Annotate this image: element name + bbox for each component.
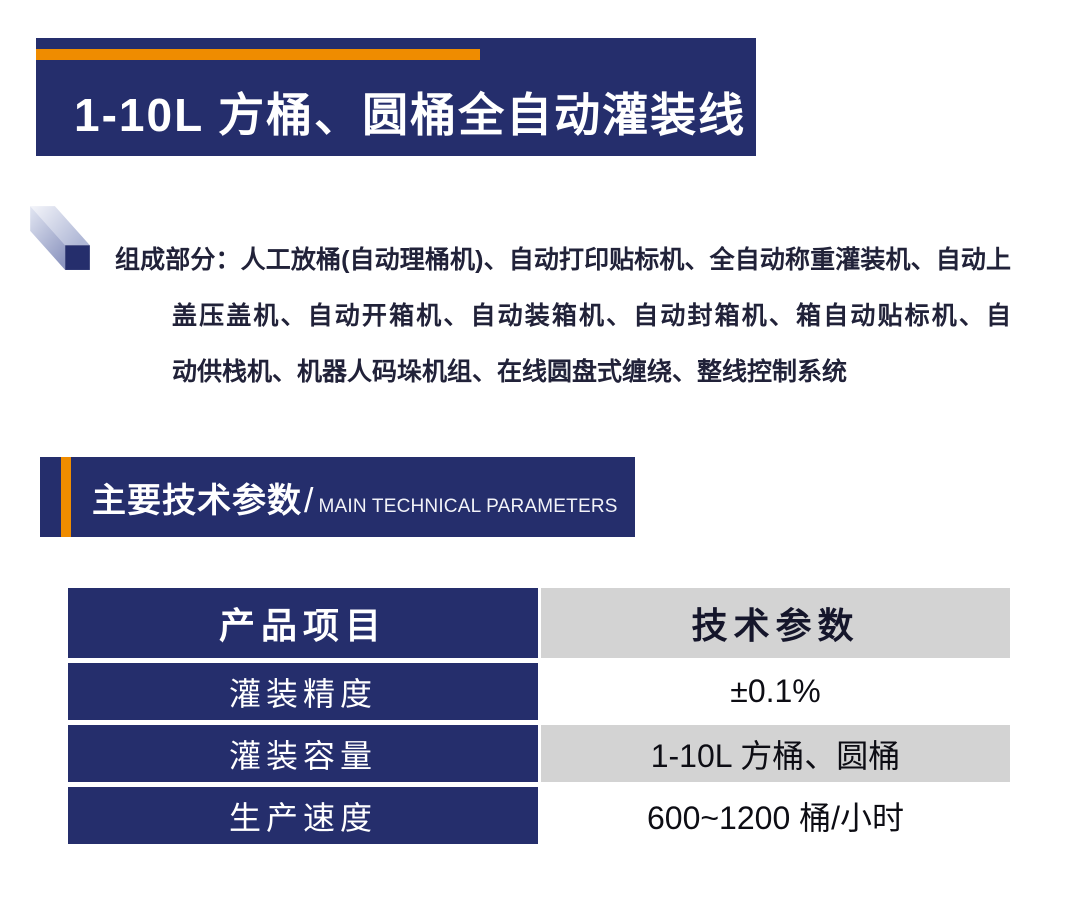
table-row-3-item: 生产速度 bbox=[68, 787, 538, 844]
section-header-bar: 主要技术参数 / MAIN TECHNICAL PARAMETERS bbox=[40, 457, 635, 537]
table-row-3-value: 600~1200 桶/小时 bbox=[541, 787, 1010, 844]
parameters-table: 产品项目 技术参数 灌装精度 ±0.1% 灌装容量 1-10L 方桶、圆桶 生产… bbox=[68, 588, 1010, 844]
composition-line-3: 动供栈机、机器人码垛机组、在线圆盘式缠绕、整线控制系统 bbox=[172, 358, 848, 386]
composition-line-2: 盖压盖机、自动开箱机、自动装箱机、自动封箱机、箱自动贴标机、自 bbox=[172, 302, 1011, 330]
composition-paragraph: 组成部分：人工放桶(自动理桶机)、自动打印贴标机、全自动称重灌装机、自动上 盖压… bbox=[115, 232, 1011, 400]
table-header-value: 技术参数 bbox=[541, 588, 1010, 658]
table-row-1-item: 灌装精度 bbox=[68, 663, 538, 720]
table-row-2-value: 1-10L 方桶、圆桶 bbox=[541, 725, 1010, 782]
cube-bullet-icon bbox=[30, 206, 90, 270]
table-header-item: 产品项目 bbox=[68, 588, 538, 658]
section-titles: 主要技术参数 / MAIN TECHNICAL PARAMETERS bbox=[40, 473, 618, 522]
composition-line-1: 组成部分：人工放桶(自动理桶机)、自动打印贴标机、全自动称重灌装机、自动上 bbox=[115, 246, 1011, 274]
title-accent-bar bbox=[36, 49, 480, 60]
section-title-slash: / bbox=[304, 481, 314, 520]
section-accent-stripe bbox=[61, 457, 71, 537]
table-row-1-value: ±0.1% bbox=[541, 663, 1010, 720]
section-title-zh: 主要技术参数 bbox=[92, 481, 302, 520]
page-title: 1-10L 方桶、圆桶全自动灌装线 bbox=[74, 89, 747, 141]
table-row-2-item: 灌装容量 bbox=[68, 725, 538, 782]
section-title-en: MAIN TECHNICAL PARAMETERS bbox=[318, 495, 618, 517]
title-banner: 1-10L 方桶、圆桶全自动灌装线 bbox=[36, 38, 756, 156]
